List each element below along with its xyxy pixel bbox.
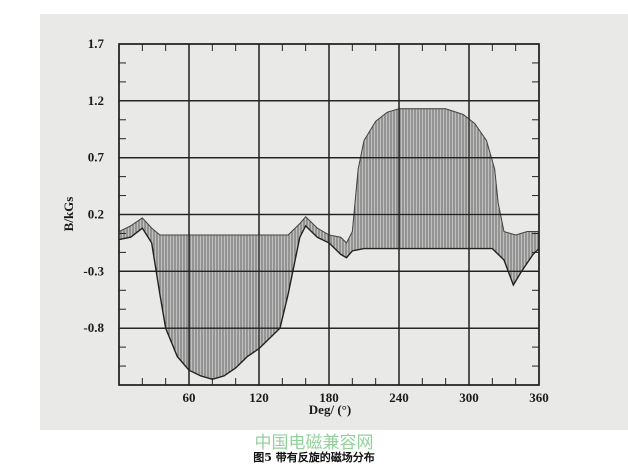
x-tick-label: 60: [183, 390, 196, 405]
x-axis-label: Deg/ (°): [309, 402, 351, 417]
y-axis-label: B/kGs: [61, 197, 76, 232]
figure-caption: 图5 带有反旋的磁场分布: [253, 451, 375, 464]
y-tick-label: 0.7: [88, 150, 105, 165]
y-tick-label: 0.2: [88, 207, 104, 222]
tick-labels: 60 120 180 240 300 360 1.7 1.2 0.7 0.2 -0.3 -0.8: [83, 36, 548, 405]
y-tick-label: -0.3: [83, 263, 104, 278]
x-tick-label: 360: [529, 390, 549, 405]
x-tick-label: 300: [459, 390, 479, 405]
y-tick-label: 1.7: [88, 36, 105, 51]
lower-envelope-line: [118, 224, 540, 381]
x-tick-label: 120: [249, 390, 269, 405]
y-tick-label: -0.8: [83, 320, 104, 335]
x-tick-label: 240: [389, 390, 409, 405]
ticks: [119, 44, 539, 385]
upper-envelope-line: [118, 108, 539, 244]
grid-overlay: [118, 43, 540, 386]
watermark: 中国电磁兼容网: [254, 433, 374, 453]
y-tick-label: 1.2: [88, 93, 104, 108]
x-tick-label: 180: [319, 390, 339, 405]
